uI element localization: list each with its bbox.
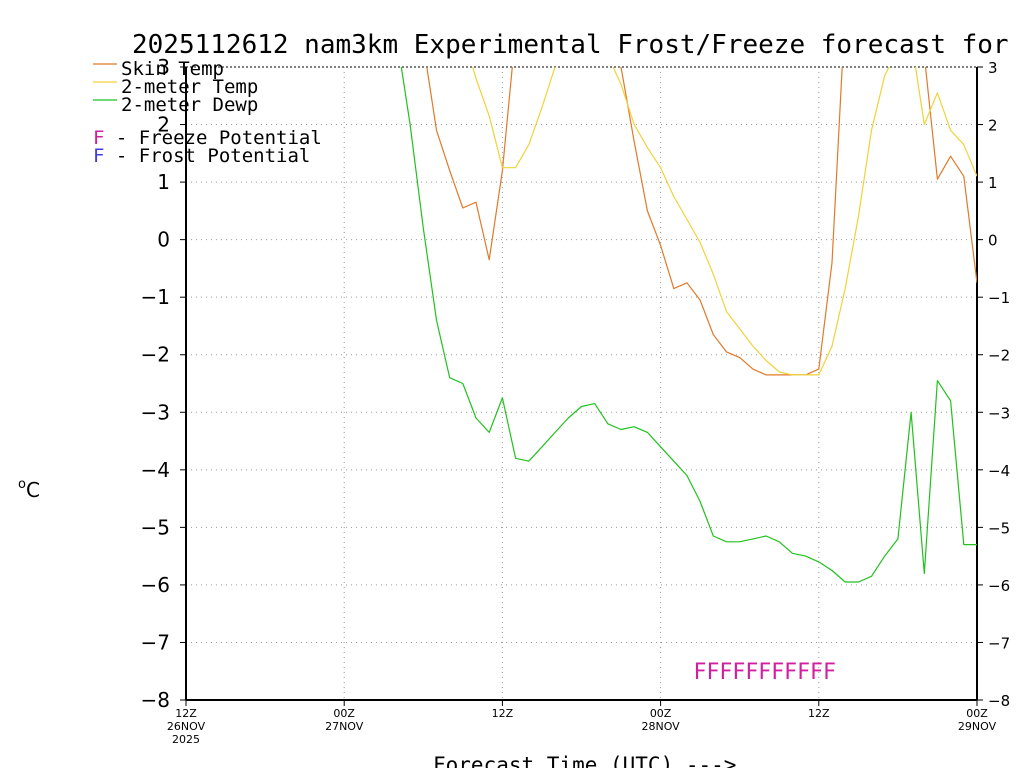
x-tick-label: 12Z — [808, 707, 830, 720]
x-tick-label: 00Z — [650, 707, 672, 720]
legend-label: 2-meter Dewp — [121, 94, 258, 116]
x-axis-label: Forecast Time (UTC) ---> — [433, 753, 736, 768]
y-tick-label: −6 — [141, 573, 170, 597]
x-tick-label: 27NOV — [325, 720, 364, 733]
y-tick-label-right: 2 — [988, 117, 998, 135]
legend-label: Skin Temp — [121, 58, 224, 80]
y-tick-labels-left: −8 −7 −6 −5 −4 −3 −2 −1 0 1 2 3 — [141, 55, 170, 712]
y-axis-label-degree: o — [18, 477, 26, 492]
y-tick-label: −5 — [141, 515, 170, 539]
potential-legend-text: - Frost Potential — [104, 145, 310, 167]
x-tick-label: 29NOV — [958, 720, 997, 733]
y-tick-label-right: −8 — [988, 692, 1010, 710]
y-tick-label-right: 3 — [988, 59, 998, 77]
potential-legend-letter: F — [93, 127, 104, 149]
y-tick-label-right: 1 — [988, 174, 998, 192]
x-tick-label: 00Z — [966, 707, 988, 720]
y-tick-label: −4 — [141, 458, 170, 482]
series-line-2-meter-temp — [472, 67, 977, 376]
y-tick-label: −2 — [141, 343, 170, 367]
y-tick-label-right: −7 — [988, 634, 1010, 652]
x-tick-label: 12Z — [175, 707, 197, 720]
y-tick-label-right: −1 — [988, 289, 1010, 307]
y-tick-label-right: −4 — [988, 462, 1010, 480]
potential-legend-entry: F - Frost Potential — [93, 145, 310, 167]
y-tick-label: 1 — [157, 170, 170, 194]
y-tick-label: 0 — [157, 228, 170, 252]
y-tick-labels-right: −8 −7 −6 −5 −4 −3 −2 −1 0 1 2 3 — [988, 59, 1010, 710]
series-line-skin-temp — [426, 67, 977, 376]
x-tick-label: 26NOV — [167, 720, 206, 733]
y-tick-label: −3 — [141, 400, 170, 424]
y-axis-label: oC — [18, 477, 40, 502]
potential-legend-text: - Freeze Potential — [104, 127, 321, 149]
y-tick-label: −7 — [141, 630, 170, 654]
y-tick-label-right: 0 — [988, 232, 998, 250]
y-axis-label-unit: C — [26, 478, 40, 502]
x-tick-label: 2025 — [172, 733, 200, 746]
y-tick-label: −8 — [141, 688, 170, 712]
freeze-potential-marks: FFFFFFFFFFF — [694, 660, 836, 685]
series-lines — [400, 67, 977, 583]
potential-legend-letter: F — [93, 145, 104, 167]
y-tick-label-right: −5 — [988, 519, 1010, 537]
series-line-2-meter-dewp — [400, 67, 977, 583]
axes — [180, 66, 983, 706]
y-tick-label: 2 — [157, 113, 170, 137]
y-tick-label: 3 — [157, 55, 170, 79]
chart-title: 2025112612 nam3km Experimental Frost/Fre… — [132, 30, 1024, 60]
y-tick-label-right: −3 — [988, 404, 1010, 422]
potential-legend-entry: F - Freeze Potential — [93, 127, 322, 149]
legend-label: 2-meter Temp — [121, 76, 258, 98]
x-tick-label: 00Z — [333, 707, 355, 720]
x-tick-label: 28NOV — [641, 720, 680, 733]
y-tick-label-right: −6 — [988, 577, 1010, 595]
y-tick-label: −1 — [141, 285, 170, 309]
x-tick-label: 12Z — [492, 707, 514, 720]
grid — [186, 67, 977, 700]
y-tick-label-right: −2 — [988, 347, 1010, 365]
